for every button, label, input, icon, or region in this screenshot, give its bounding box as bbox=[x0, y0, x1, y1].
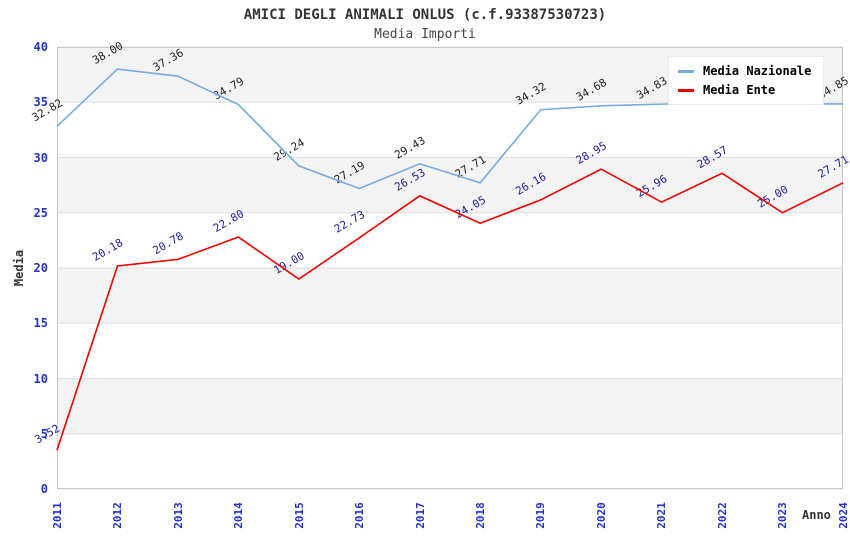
y-tick-label: 5 bbox=[40, 426, 48, 441]
plot-area: 32.82 38.00 37.36 34.79 29.24 27.19 29.43 27.71… bbox=[30, 39, 850, 490]
x-tick-label: 2012 bbox=[110, 501, 124, 529]
y-tick-label: 25 bbox=[33, 205, 48, 220]
plot-band bbox=[57, 268, 843, 324]
x-tick-label: 2021 bbox=[655, 501, 669, 529]
plot-band bbox=[57, 323, 843, 379]
y-tick-label: 40 bbox=[33, 40, 48, 54]
legend-label: Media Nazionale bbox=[703, 64, 812, 78]
legend-item-media-ente: Media Ente bbox=[678, 83, 811, 97]
x-axis-title: Anno bbox=[802, 508, 831, 522]
legend-label: Media Ente bbox=[703, 83, 776, 97]
x-tick-label: 2019 bbox=[534, 501, 548, 529]
series-line-media-ente bbox=[56, 168, 844, 451]
plot-band bbox=[57, 157, 843, 213]
x-tick-label: 2016 bbox=[352, 501, 366, 529]
y-tick-label: 0 bbox=[40, 482, 48, 496]
plot-border bbox=[57, 47, 843, 489]
x-tick-label: 2014 bbox=[231, 501, 245, 529]
x-tick-label: 2015 bbox=[292, 501, 306, 529]
line-swatch-icon bbox=[678, 88, 694, 92]
x-tick-label: 2017 bbox=[413, 501, 427, 529]
legend-item-media-nazionale: Media Nazionale bbox=[678, 64, 811, 78]
y-tick-label: 30 bbox=[33, 150, 48, 165]
x-tick-label: 2023 bbox=[776, 501, 790, 529]
chart-subtitle: Media Importi bbox=[374, 27, 476, 42]
x-tick-label: 2022 bbox=[715, 501, 729, 529]
x-tick-label: 2018 bbox=[473, 501, 487, 529]
plot-band bbox=[57, 378, 843, 434]
x-tick-label: 2011 bbox=[50, 501, 64, 529]
chart-title: AMICI DEGLI ANIMALI ONLUS (c.f.933875307… bbox=[243, 7, 607, 23]
plot-band bbox=[57, 433, 843, 489]
y-tick-label: 35 bbox=[33, 95, 48, 110]
plot-band bbox=[57, 102, 843, 158]
line-swatch-icon bbox=[678, 69, 694, 73]
x-tick-label: 2013 bbox=[171, 501, 185, 529]
x-tick-label: 2020 bbox=[594, 501, 608, 529]
plot-band bbox=[57, 212, 843, 268]
y-tick-label: 20 bbox=[33, 261, 48, 275]
legend: Media Nazionale Media Ente bbox=[668, 56, 825, 105]
y-tick-label: 15 bbox=[33, 316, 48, 331]
y-tick-label: 10 bbox=[33, 371, 48, 386]
